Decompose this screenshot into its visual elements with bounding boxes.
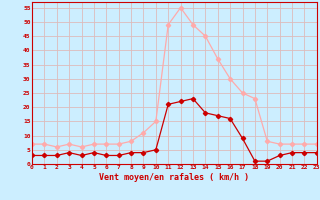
X-axis label: Vent moyen/en rafales ( km/h ): Vent moyen/en rafales ( km/h ) — [100, 173, 249, 182]
